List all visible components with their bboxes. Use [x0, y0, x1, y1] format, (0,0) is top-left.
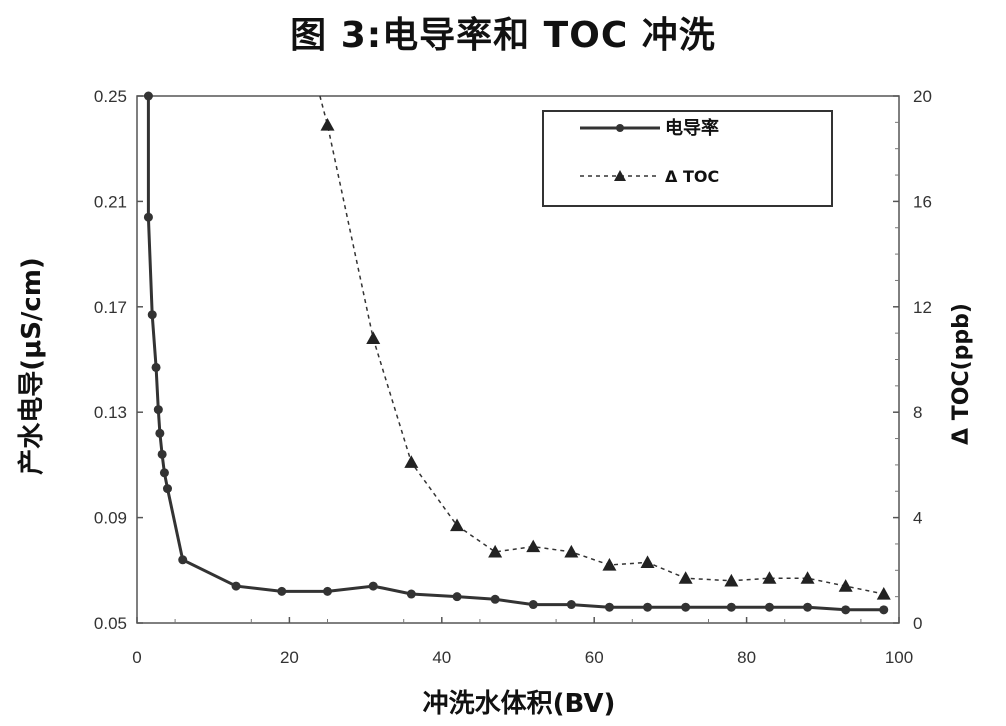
data-point-conductivity — [147, 310, 157, 320]
data-point-conductivity — [726, 602, 736, 612]
y-axis-title-right: Δ TOC(ppb) — [949, 303, 974, 445]
legend-marker-conductivity — [616, 124, 624, 132]
data-point-toc — [602, 558, 617, 571]
data-point-conductivity — [452, 592, 462, 602]
y-left-tick-label: 0.05 — [94, 614, 127, 633]
data-point-toc — [404, 455, 419, 468]
data-point-toc — [488, 544, 503, 558]
data-point-conductivity — [803, 602, 813, 612]
data-point-conductivity — [231, 581, 241, 591]
data-point-conductivity — [368, 581, 378, 591]
data-point-conductivity — [681, 602, 691, 612]
x-tick-label: 60 — [585, 648, 604, 667]
data-point-conductivity — [143, 91, 153, 101]
y-right-tick-label: 4 — [913, 509, 922, 528]
y-left-tick-label: 0.09 — [94, 509, 127, 528]
data-point-conductivity — [323, 586, 332, 596]
data-point-toc — [366, 331, 381, 345]
series-line-toc — [319, 95, 884, 595]
x-tick-label: 100 — [885, 648, 913, 667]
data-point-conductivity — [159, 468, 169, 478]
data-point-toc — [724, 573, 739, 587]
x-tick-label: 80 — [737, 648, 756, 667]
data-point-conductivity — [143, 212, 153, 222]
y-right-tick-label: 20 — [913, 87, 932, 106]
data-point-toc — [762, 571, 777, 584]
data-point-conductivity — [153, 405, 163, 415]
x-axis-title: 冲洗水体积(BV) — [423, 689, 616, 719]
y-left-tick-label: 0.25 — [94, 87, 127, 106]
legend: 电导率 Δ TOC — [542, 110, 833, 207]
data-point-toc — [450, 518, 465, 532]
y-right-tick-label: 12 — [913, 298, 932, 317]
y-right-tick-label: 0 — [913, 614, 922, 633]
series-layer — [143, 91, 891, 615]
data-point-toc — [640, 555, 655, 568]
data-point-conductivity — [151, 362, 161, 372]
data-point-conductivity — [841, 605, 851, 615]
data-point-conductivity — [879, 605, 889, 615]
data-point-conductivity — [178, 555, 188, 565]
y-left-tick-label: 0.17 — [94, 298, 127, 317]
y-right-tick-label: 16 — [913, 192, 932, 211]
data-point-conductivity — [277, 586, 287, 596]
data-point-conductivity — [157, 449, 167, 459]
data-point-conductivity — [162, 484, 172, 494]
data-point-toc — [800, 571, 815, 584]
data-point-conductivity — [406, 589, 416, 599]
x-tick-label: 40 — [432, 648, 451, 667]
legend-label-conductivity: 电导率 — [665, 117, 719, 139]
x-tick-label: 20 — [280, 648, 299, 667]
data-point-toc — [678, 571, 693, 584]
legend-marker-toc — [614, 170, 626, 181]
data-point-conductivity — [604, 602, 614, 612]
data-point-conductivity — [566, 600, 576, 610]
data-point-toc — [564, 544, 579, 558]
data-point-conductivity — [528, 600, 538, 610]
axes: 0 20 40 60 80 100 0.05 0.09 0.13 0.17 0.21 0.25 0 4 8 1… — [94, 87, 932, 667]
data-point-toc — [320, 117, 335, 131]
data-point-conductivity — [764, 602, 774, 612]
y-axis-title-left: 产水电导(μS/cm) — [17, 257, 47, 475]
data-point-conductivity — [155, 428, 165, 438]
data-point-toc — [526, 539, 541, 553]
data-point-toc — [838, 579, 853, 592]
y-left-tick-label: 0.21 — [94, 192, 127, 211]
data-point-conductivity — [643, 602, 653, 612]
y-left-tick-label: 0.13 — [94, 403, 127, 422]
x-tick-label: 0 — [132, 648, 141, 667]
data-point-toc — [876, 587, 891, 600]
y-right-tick-label: 8 — [913, 403, 922, 422]
chart-title: 图 3:电导率和 TOC 冲洗 — [290, 15, 716, 56]
legend-label-toc: Δ TOC — [665, 167, 719, 186]
data-point-conductivity — [490, 594, 500, 604]
